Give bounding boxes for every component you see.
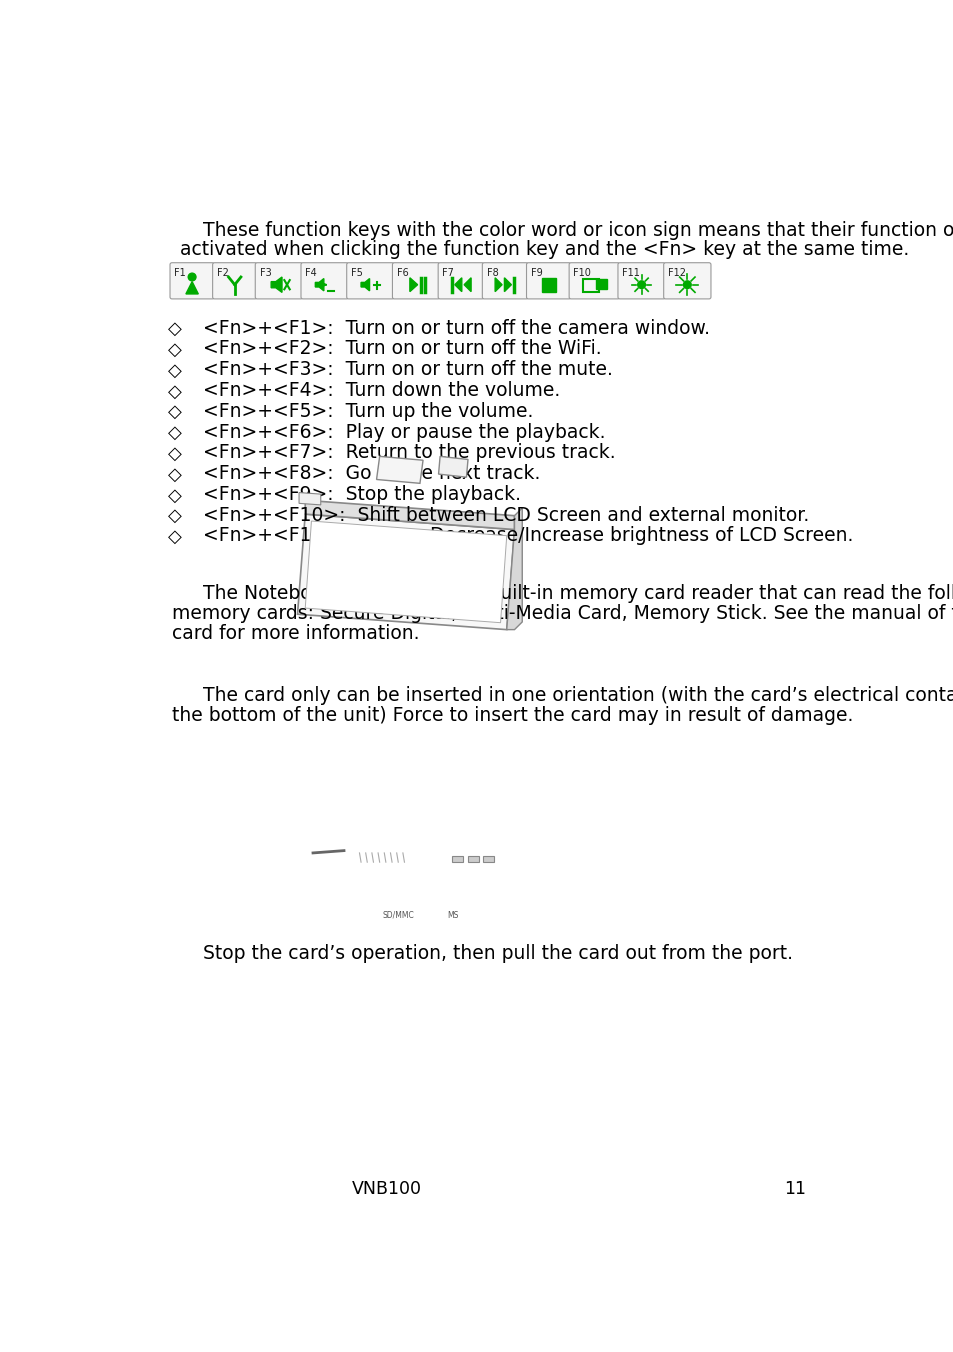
Text: These function keys with the color word or icon sign means that their function o: These function keys with the color word … [203,220,953,239]
Text: <Fn>+<F6>:  Play or pause the playback.: <Fn>+<F6>: Play or pause the playback. [203,423,605,442]
Bar [483,856,494,863]
FancyBboxPatch shape [170,262,214,299]
Text: The card only can be inserted in one orientation (with the card’s electrical con: The card only can be inserted in one ori… [203,685,953,704]
Text: ◇: ◇ [168,529,182,546]
Text: F8: F8 [486,268,497,277]
Polygon shape [410,277,417,292]
Text: 11: 11 [783,1180,805,1198]
Text: F5: F5 [351,268,362,277]
Text: ◇: ◇ [168,403,182,422]
FancyBboxPatch shape [618,262,664,299]
Text: <Fn>+<F11>/<F12>:  Decrease/Increase brightness of LCD Screen.: <Fn>+<F11>/<F12>: Decrease/Increase brig… [203,526,852,545]
Polygon shape [298,492,320,504]
Text: F9: F9 [530,268,542,277]
Text: <Fn>+<F8>:  Go to the next track.: <Fn>+<F8>: Go to the next track. [203,464,539,483]
Circle shape [188,273,195,281]
Text: ◇: ◇ [168,341,182,358]
FancyBboxPatch shape [482,262,528,299]
Circle shape [637,281,645,288]
Text: F2: F2 [216,268,229,277]
Text: ◇: ◇ [168,487,182,504]
Text: memory cards: Secure Digital, Multi-Media Card, Memory Stick. See the manual of : memory cards: Secure Digital, Multi-Medi… [172,604,953,623]
Polygon shape [438,457,468,477]
Bar [583,279,598,292]
Polygon shape [455,277,461,292]
Bar [468,856,478,863]
Polygon shape [504,277,511,292]
Text: VNB100: VNB100 [352,1180,421,1198]
FancyBboxPatch shape [569,262,618,299]
Text: F7: F7 [442,268,454,277]
Bar [452,856,463,863]
Text: card for more information.: card for more information. [172,625,419,644]
Text: F4: F4 [305,268,316,277]
FancyBboxPatch shape [526,262,570,299]
Text: <Fn>+<F10>:  Shift between LCD Screen and external monitor.: <Fn>+<F10>: Shift between LCD Screen and… [203,506,808,525]
FancyBboxPatch shape [346,262,394,299]
FancyBboxPatch shape [255,262,302,299]
Text: <Fn>+<F1>:  Turn on or turn off the camera window.: <Fn>+<F1>: Turn on or turn off the camer… [203,319,709,338]
Text: <Fn>+<F7>:  Return to the previous track.: <Fn>+<F7>: Return to the previous track. [203,443,615,462]
Text: ◇: ◇ [168,445,182,462]
Polygon shape [464,277,471,292]
Text: F3: F3 [259,268,271,277]
Text: <Fn>+<F4>:  Turn down the volume.: <Fn>+<F4>: Turn down the volume. [203,381,559,400]
Text: F1: F1 [174,268,186,277]
Text: SD/MMC: SD/MMC [382,911,414,919]
Text: ◇: ◇ [168,465,182,484]
Text: F11: F11 [621,268,639,277]
Text: F10: F10 [573,268,591,277]
FancyBboxPatch shape [213,262,256,299]
Text: F6: F6 [396,268,408,277]
FancyBboxPatch shape [437,262,483,299]
Text: F12: F12 [667,268,685,277]
Text: <Fn>+<F5>:  Turn up the volume.: <Fn>+<F5>: Turn up the volume. [203,402,533,420]
Polygon shape [506,508,521,630]
Text: Stop the card’s operation, then pull the card out from the port.: Stop the card’s operation, then pull the… [203,944,792,963]
Polygon shape [360,279,369,291]
Text: the bottom of the unit) Force to insert the card may in result of damage.: the bottom of the unit) Force to insert … [172,706,852,725]
Polygon shape [186,281,198,293]
Bar [596,280,606,289]
Circle shape [682,281,691,288]
Text: MS: MS [446,911,457,919]
Text: ◇: ◇ [168,507,182,525]
Polygon shape [297,514,514,630]
Text: <Fn>+<F3>:  Turn on or turn off the mute.: <Fn>+<F3>: Turn on or turn off the mute. [203,360,612,379]
Text: <Fn>+<F9>:  Stop the playback.: <Fn>+<F9>: Stop the playback. [203,485,520,504]
Polygon shape [376,457,422,483]
FancyBboxPatch shape [301,262,348,299]
Polygon shape [305,521,506,623]
Text: The Notebook PC has a single built-in memory card reader that can read the follo: The Notebook PC has a single built-in me… [203,584,953,603]
Text: ◇: ◇ [168,425,182,442]
Polygon shape [495,277,501,292]
FancyBboxPatch shape [663,262,710,299]
FancyBboxPatch shape [392,262,439,299]
Text: activated when clicking the function key and the <Fn> key at the same time.: activated when clicking the function key… [179,241,908,260]
Polygon shape [305,500,514,530]
Text: ◇: ◇ [168,320,182,338]
Text: ◇: ◇ [168,362,182,380]
Polygon shape [271,277,282,292]
Text: <Fn>+<F2>:  Turn on or turn off the WiFi.: <Fn>+<F2>: Turn on or turn off the WiFi. [203,339,601,358]
Text: ◇: ◇ [168,383,182,400]
Polygon shape [315,279,323,291]
Bar [541,277,555,292]
